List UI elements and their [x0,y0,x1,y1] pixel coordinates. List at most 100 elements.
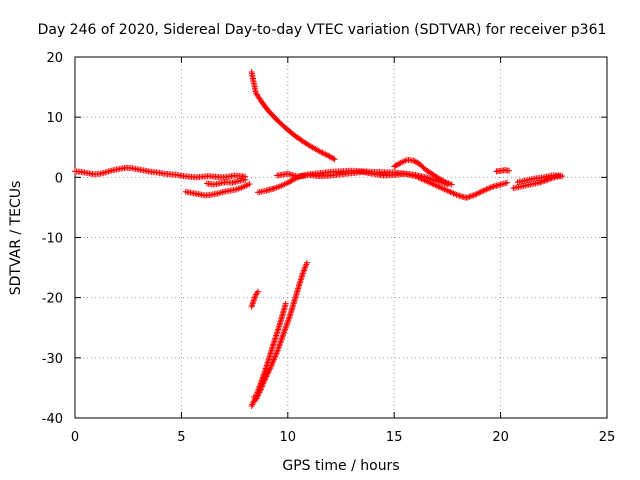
data-point [277,339,284,346]
data-point [283,321,290,328]
data-point [503,179,510,186]
y-tick-label: -10 [42,232,63,247]
data-point [537,179,544,186]
data-point [410,157,417,164]
y-tick-label: -20 [42,292,63,307]
y-tick-label: 10 [46,111,63,126]
data-point [472,191,479,198]
data-point [287,178,294,185]
data-point [477,188,484,195]
data-point [286,179,293,186]
data-point [248,303,255,310]
data-point [476,189,483,196]
data-point [285,317,292,324]
data-point [487,184,494,191]
series-group [72,164,249,181]
data-point [281,329,288,336]
series-group [182,180,253,199]
data-point [251,296,258,303]
data-point [280,330,287,337]
y-tick-label: -40 [42,412,63,427]
data-point [323,151,330,158]
data-point [261,377,268,384]
data-point [288,177,295,184]
data-point [277,338,284,345]
data-point [329,154,336,161]
series-group [248,69,338,163]
data-point [257,387,264,394]
data-point [435,175,442,182]
data-point [249,302,256,309]
data-point [392,162,399,169]
data-point [470,192,477,199]
x-tick-label: 25 [599,430,616,445]
data-point [484,185,491,192]
data-point [242,176,249,183]
data-point [249,300,256,307]
data-point [316,148,323,155]
data-point [282,300,289,307]
data-point [414,159,421,166]
data-point [480,187,487,194]
data-point [246,180,253,187]
data-point [265,368,272,375]
data-point [284,320,291,327]
data-point [285,315,292,322]
data-point [412,158,419,165]
data-point [250,299,257,306]
data-point [327,154,334,161]
data-point [258,383,265,390]
data-point [260,379,267,386]
data-point [278,336,285,343]
x-axis-label: GPS time / hours [282,458,399,474]
data-point [481,186,488,193]
series-group [248,288,262,400]
data-point [463,194,470,201]
data-point [437,176,444,183]
data-point [263,373,270,380]
series-group [203,176,249,188]
data-point [542,177,549,184]
data-point [280,332,287,339]
data-point [396,160,403,167]
axis-ticks: 0 5 10 15 20 25 -40 -30 -20 -10 0 10 20 [42,51,616,445]
data-point [393,162,400,169]
data-point [279,333,286,340]
series-group [510,172,566,192]
series-group [493,167,513,175]
data-point [262,374,269,381]
data-point [486,185,493,192]
y-tick-label: 0 [55,171,63,186]
data-point [262,376,269,383]
data-point [474,190,481,197]
data-point [557,172,564,179]
chart-title: Day 246 of 2020, Sidereal Day-to-day VTE… [38,22,607,38]
data-point [464,194,471,201]
data-point [326,153,333,160]
data-point [278,335,285,342]
data-point [289,176,296,183]
data-point [257,386,264,393]
data-point [258,385,265,392]
y-tick-label: -30 [42,352,63,367]
data-point [263,372,270,379]
data-point [440,178,447,185]
x-tick-label: 10 [280,430,297,445]
grid-lines [75,57,607,418]
series-group [391,156,455,188]
data-point [286,314,293,321]
data-point [319,149,326,156]
data-point [473,191,480,198]
data-point [535,179,542,186]
x-tick-label: 15 [386,430,403,445]
y-tick-label: 20 [46,51,63,66]
data-point [284,318,291,325]
data-point [544,176,551,183]
data-point [259,382,266,389]
data-point [276,342,283,349]
data-point [265,369,272,376]
data-point [276,341,283,348]
x-tick-label: 5 [177,430,185,445]
x-tick-label: 20 [492,430,509,445]
